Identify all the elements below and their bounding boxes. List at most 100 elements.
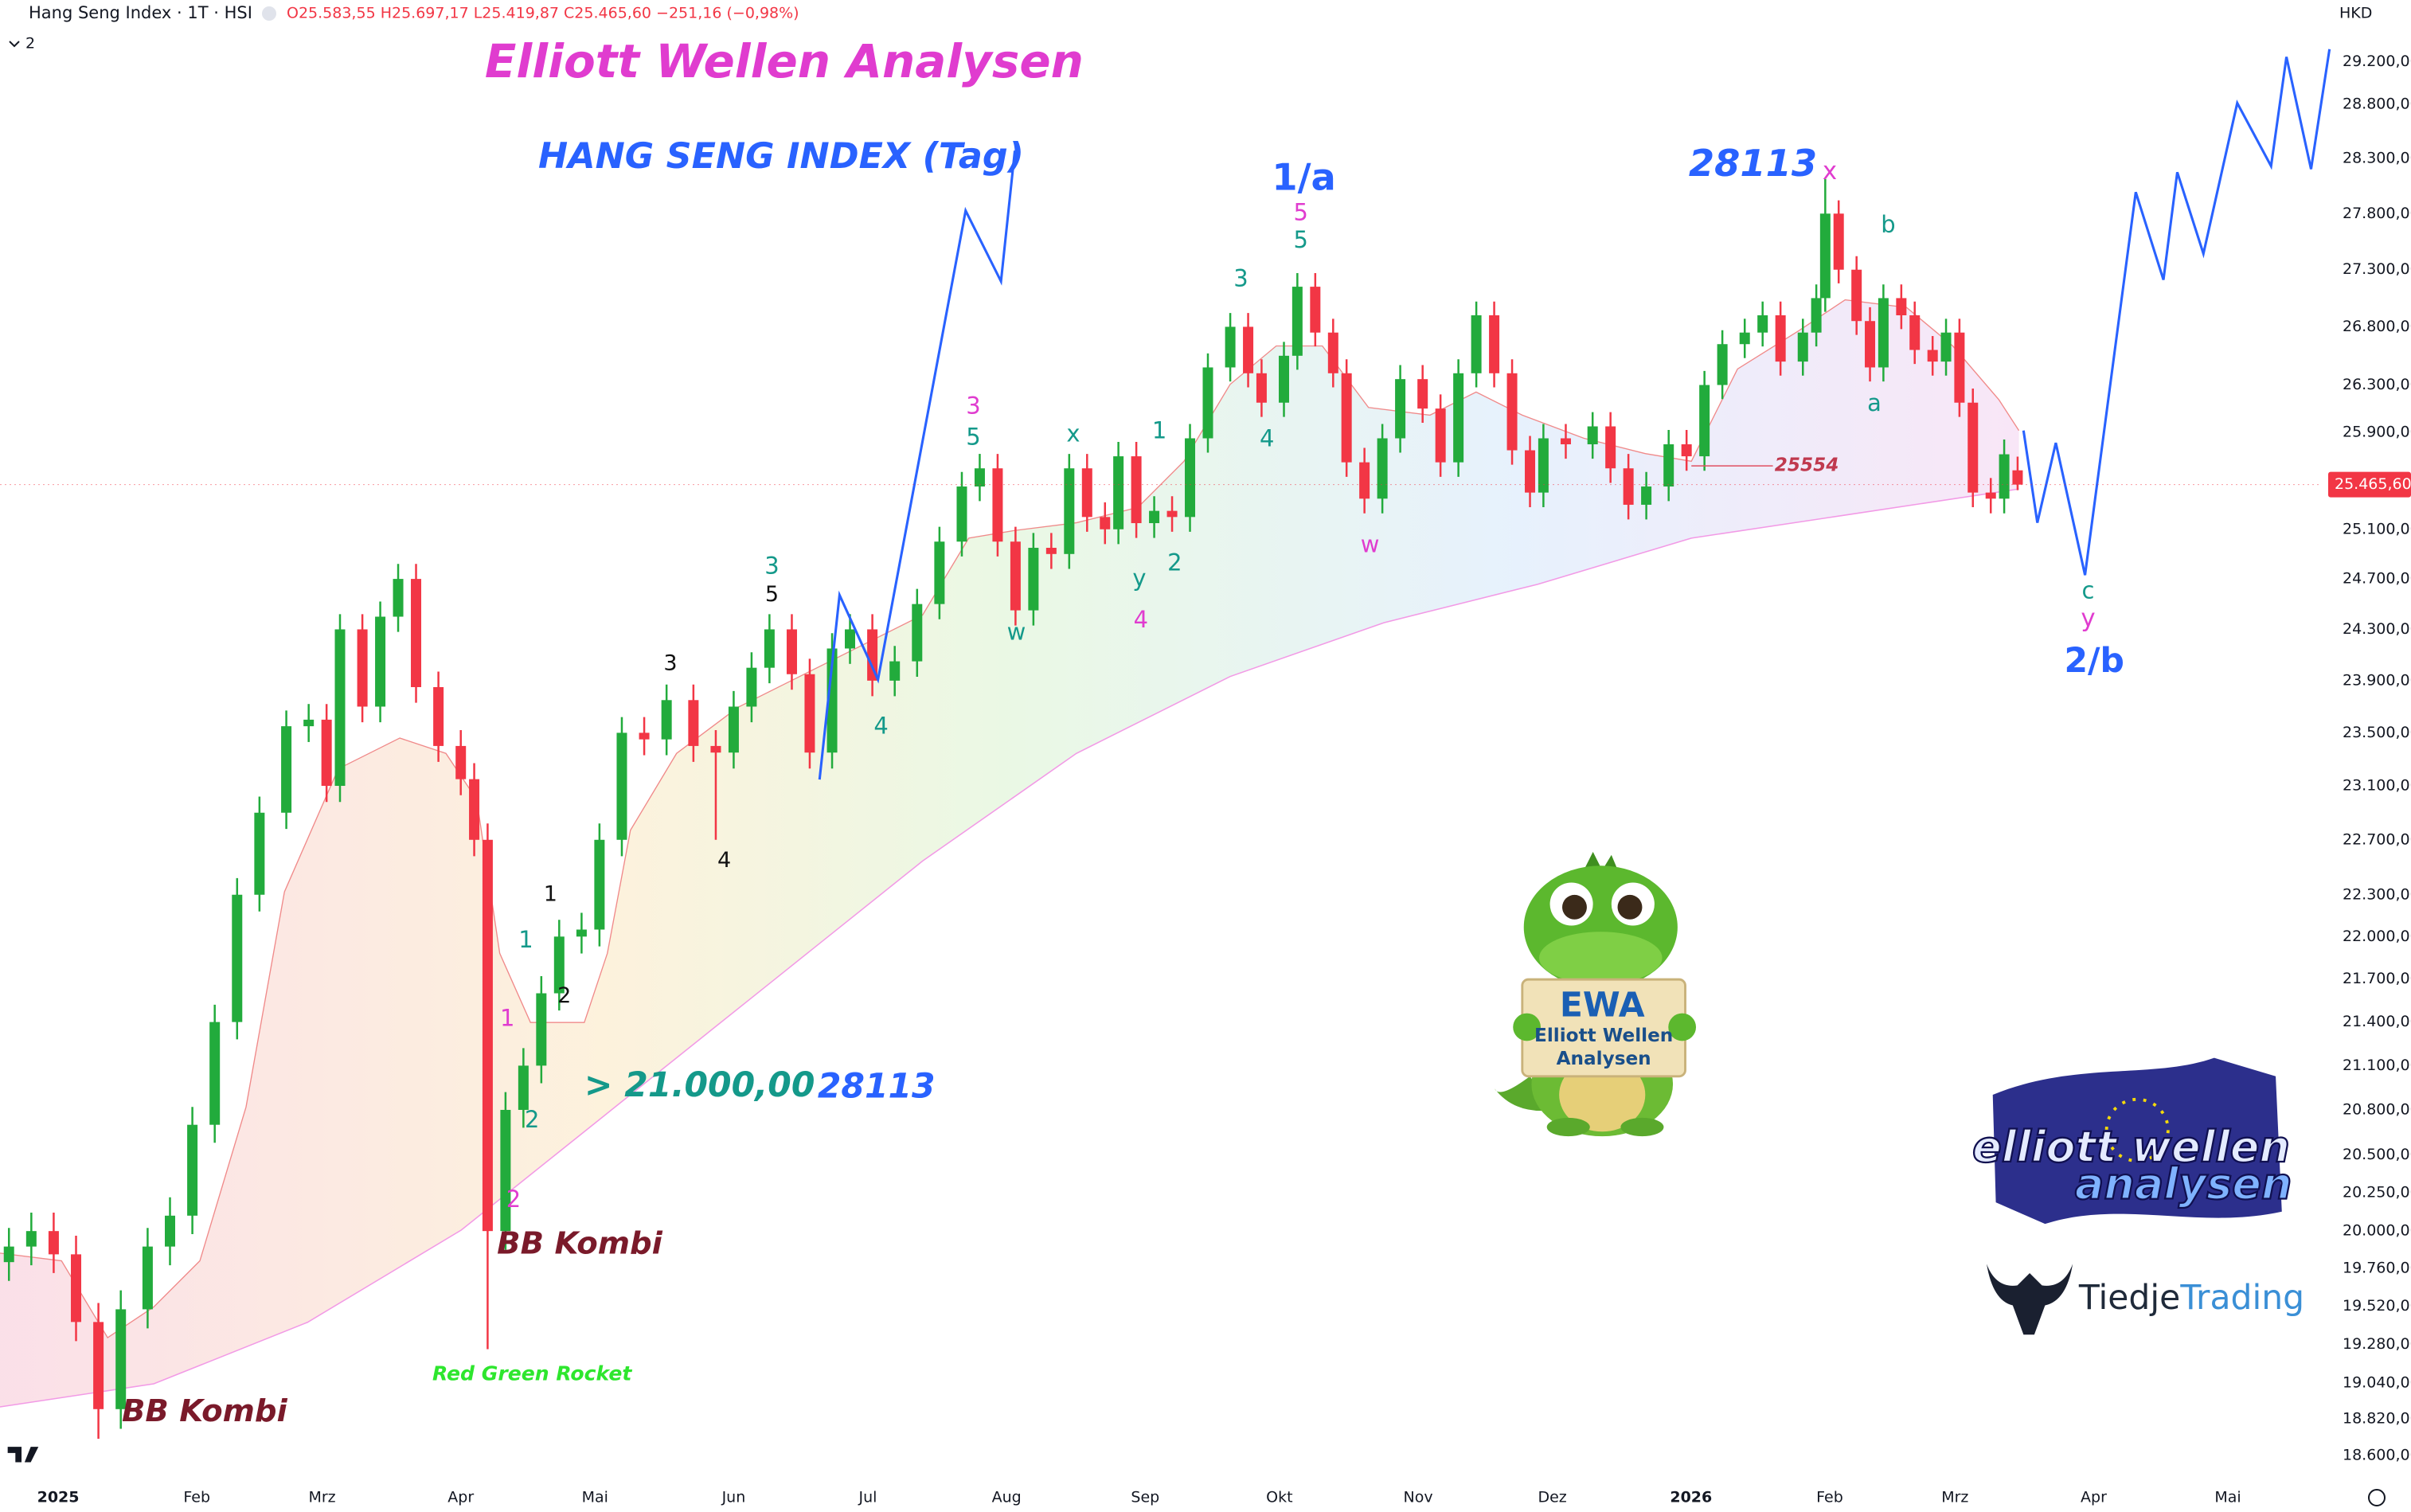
candle-body (1681, 444, 1692, 457)
x-tick-label: Nov (1404, 1489, 1433, 1506)
annotation: BB Kombi (497, 1226, 662, 1262)
x-tick-label: Mai (2214, 1489, 2241, 1506)
candle-body (1739, 332, 1750, 345)
candle-body (1560, 438, 1571, 445)
candle-body (1717, 344, 1728, 385)
candle-body (1757, 315, 1768, 333)
y-tick-label: 18.600,00 (2343, 1446, 2411, 1463)
candle-body (616, 733, 627, 840)
candle-body (912, 604, 923, 662)
settings-icon[interactable] (2368, 1489, 2386, 1506)
candle-body (1131, 456, 1142, 524)
annotation: w (1361, 531, 1380, 558)
candle-body (25, 1231, 37, 1247)
candle-body (1797, 332, 1808, 362)
mascot: EWA Elliott Wellen Analysen (1495, 851, 1697, 1137)
x-tick-label: Okt (1266, 1489, 1292, 1506)
x-tick-label: Apr (2081, 1489, 2107, 1506)
candles (3, 178, 2023, 1439)
x-tick-label: Sep (1131, 1489, 1159, 1506)
indicator-count[interactable]: 2 (25, 35, 35, 53)
candle-body (3, 1246, 14, 1263)
tiedje-word: Trading (2179, 1278, 2304, 1317)
candle-body (303, 719, 315, 727)
y-tick-label: 20.800,00 (2343, 1100, 2411, 1118)
candle-body (469, 779, 480, 840)
candle-body (1435, 408, 1446, 463)
wave-drawing (818, 150, 1017, 780)
currency: HKD (2339, 5, 2372, 22)
candle-body (867, 629, 878, 681)
annotation: HANG SENG INDEX (Tag) (538, 136, 1024, 177)
candle-body (639, 733, 650, 740)
y-tick-label: 27.300,00 (2343, 260, 2411, 278)
annotation: x (1066, 420, 1080, 447)
y-tick-label: 28.300,00 (2343, 150, 2411, 167)
y-tick-label: 21.700,00 (2343, 970, 2411, 987)
candle-body (482, 839, 493, 1232)
candle-body (209, 1022, 221, 1125)
x-tick-label: Jun (721, 1489, 746, 1506)
candle-body (1453, 373, 1464, 463)
candle-body (1999, 454, 2010, 499)
candle-body (1010, 541, 1021, 611)
y-tick-label: 23.100,00 (2343, 776, 2411, 794)
y-tick-label: 25.900,00 (2343, 424, 2411, 441)
candle-body (254, 812, 265, 895)
symbol-icon (262, 6, 276, 21)
y-tick-label: 24.700,00 (2343, 570, 2411, 588)
candle-body (889, 661, 901, 681)
candle-body (1100, 517, 1111, 529)
candle-body (1166, 510, 1178, 518)
candle-body (334, 629, 346, 786)
annotation: 3 (764, 553, 779, 580)
y-tick-label: 19.760,00 (2343, 1260, 2411, 1277)
y-tick-label: 22.000,00 (2343, 928, 2411, 945)
candle-body (1310, 287, 1321, 333)
annotation: b (1881, 211, 1895, 238)
candle-body (1291, 287, 1303, 356)
candle-body (500, 1109, 511, 1232)
annotation: 5 (765, 582, 779, 607)
annotation: 2 (1167, 549, 1182, 576)
candle-body (764, 629, 775, 668)
candle-body (1605, 426, 1616, 469)
candle-body (553, 936, 565, 994)
candle-body (536, 993, 547, 1066)
candle-body (1489, 315, 1500, 373)
y-tick-label: 19.040,00 (2343, 1374, 2411, 1392)
annotation: x (1823, 157, 1837, 186)
candle-body (1081, 468, 1092, 518)
candle-body (1225, 326, 1236, 368)
annotation: 5 (966, 423, 980, 450)
y-tick-label: 20.250,00 (2343, 1183, 2411, 1201)
candle-body (1341, 373, 1352, 463)
ew-logo-text: elliott wellen (1972, 1122, 2290, 1172)
x-tick-label: Mrz (308, 1489, 335, 1506)
candle-body (845, 629, 856, 649)
candle-body (992, 468, 1003, 542)
candle-body (1279, 355, 1290, 403)
candle-body (826, 648, 838, 753)
candle-body (93, 1322, 104, 1409)
candle-body (1395, 379, 1406, 439)
y-tick-label: 23.900,00 (2343, 671, 2411, 689)
candle-body (321, 719, 332, 786)
annotation: 4 (873, 712, 888, 739)
candle-body (165, 1215, 176, 1247)
annotation: w (1007, 619, 1026, 646)
ma-slow (0, 488, 2019, 1408)
candle-body (1833, 213, 1844, 270)
y-tick-label: 20.500,00 (2343, 1146, 2411, 1163)
candle-body (1851, 269, 1862, 322)
mascot-line: Analysen (1557, 1048, 1651, 1069)
x-tick-label: 2025 (37, 1489, 80, 1506)
candle-body (804, 674, 815, 753)
y-tick-label: 19.520,00 (2343, 1297, 2411, 1315)
candle-body (187, 1124, 198, 1216)
annotation: 1 (518, 926, 533, 953)
candle-body (455, 745, 467, 779)
tv-logo (7, 1447, 39, 1463)
indicator-toggle[interactable] (9, 41, 20, 48)
